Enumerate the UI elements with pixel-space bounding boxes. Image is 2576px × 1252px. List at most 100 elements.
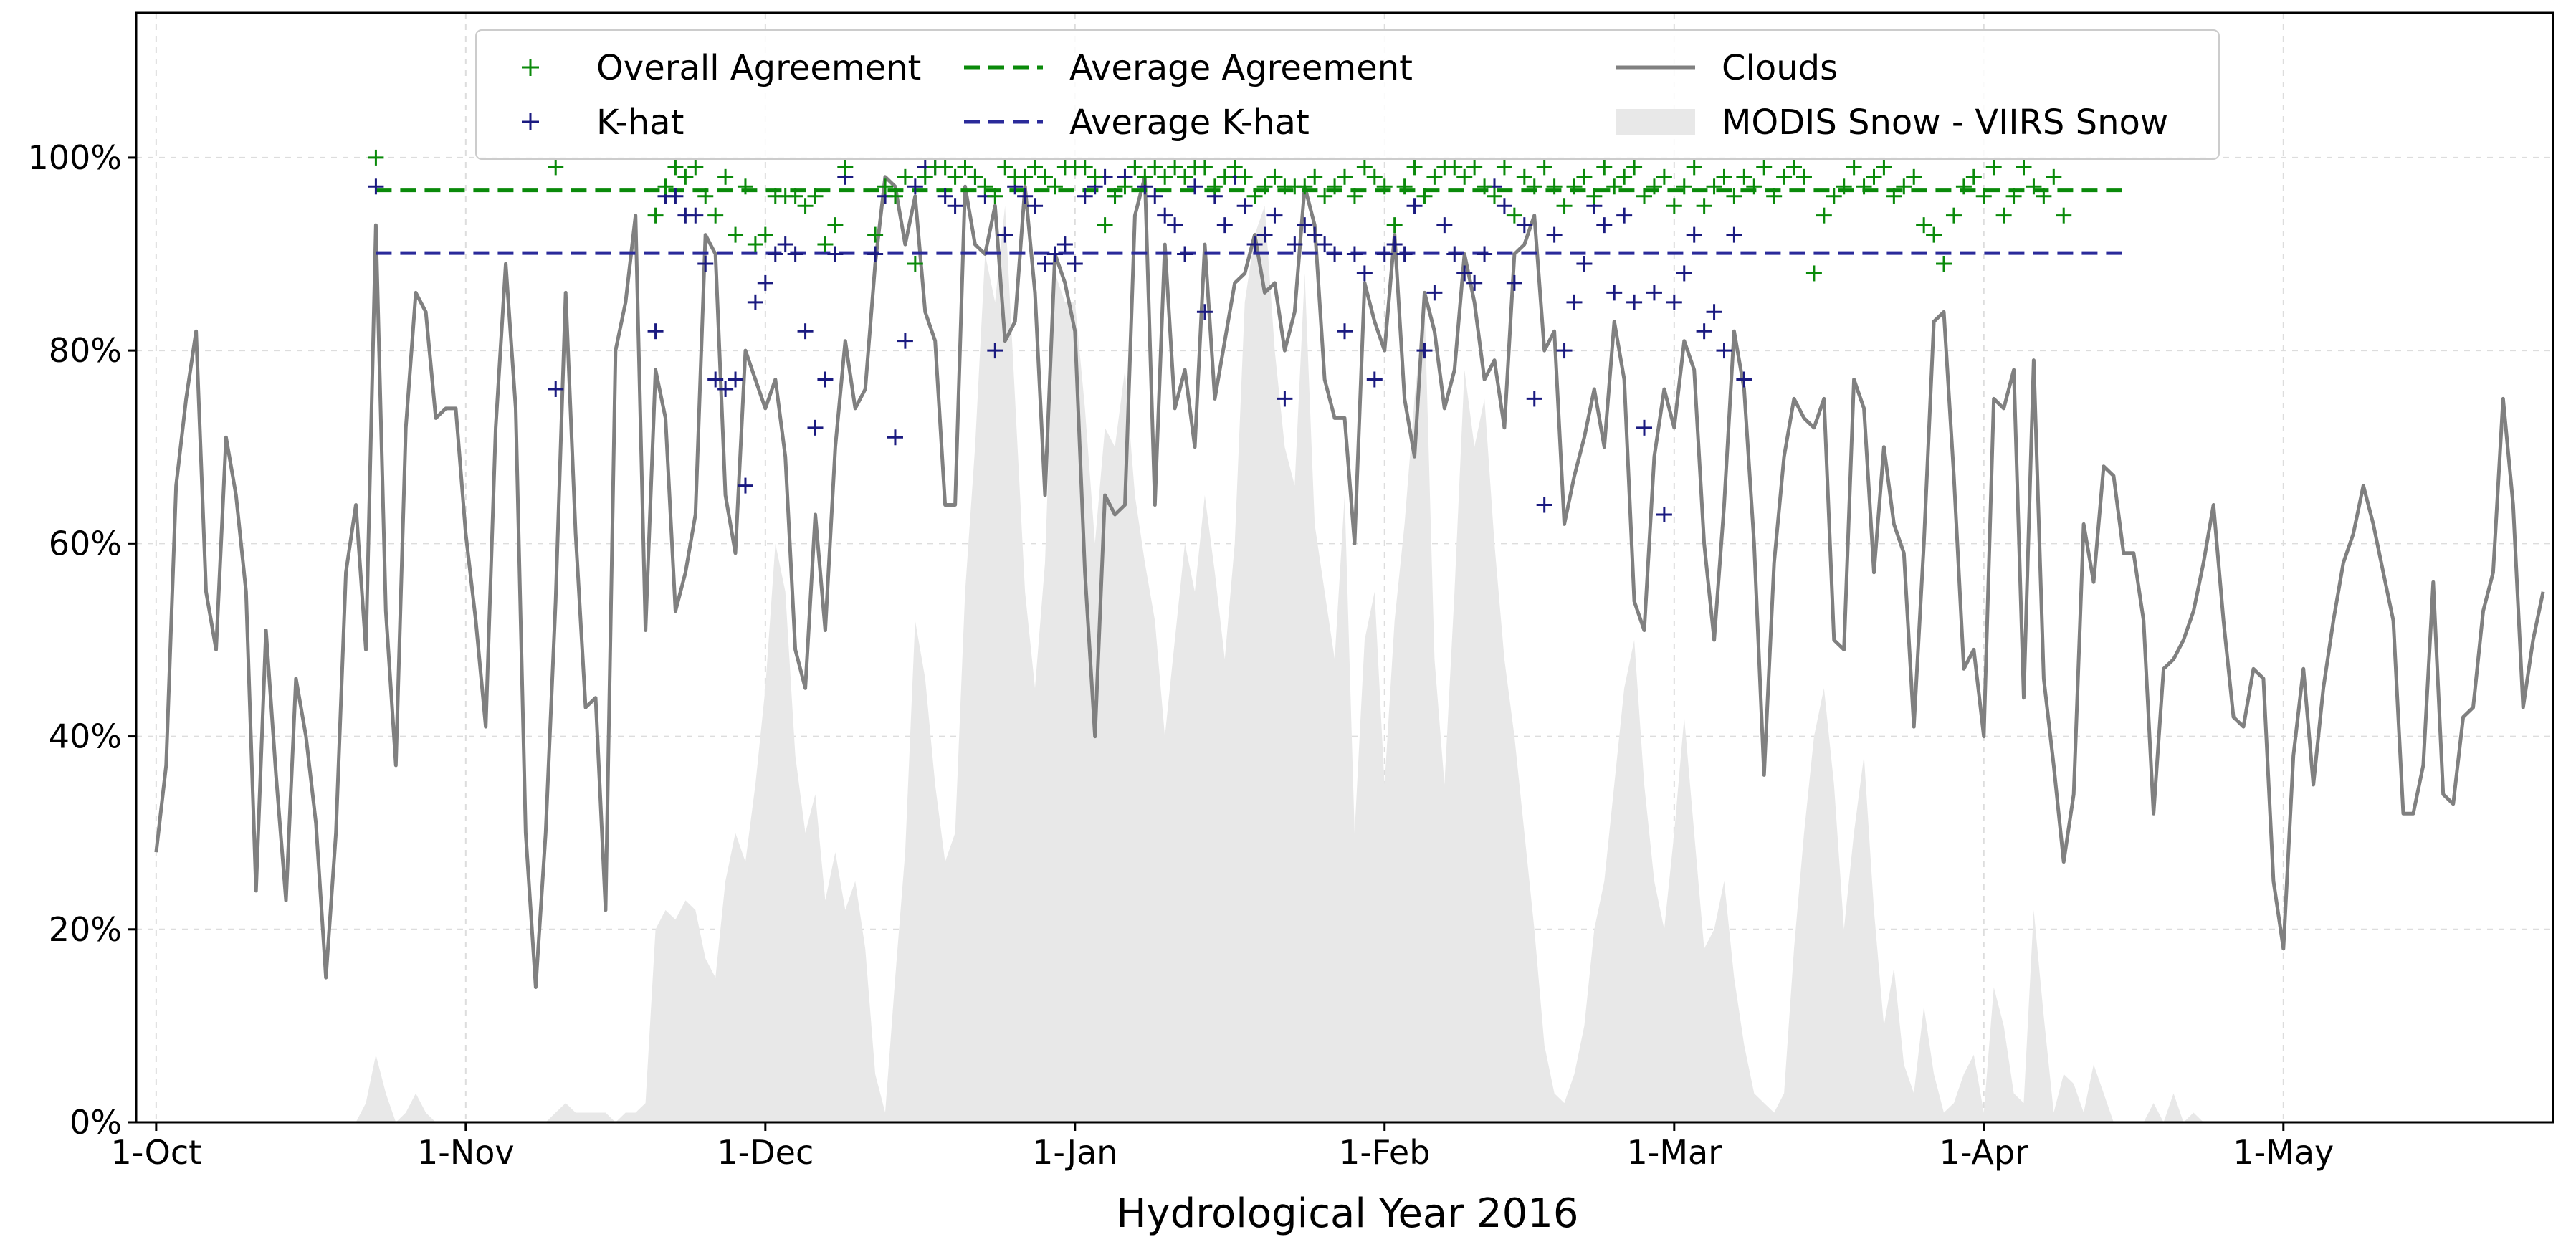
overall-agreement-marker	[897, 168, 913, 185]
overall-agreement-marker	[1027, 159, 1044, 176]
k-hat-marker	[667, 188, 684, 204]
overall-agreement-marker	[1546, 178, 1563, 195]
overall-agreement-marker	[1327, 178, 1343, 195]
k-hat-marker	[787, 246, 803, 262]
overall-agreement-marker	[2046, 168, 2062, 185]
y-tick-label: 20%	[49, 910, 122, 949]
k-hat-marker	[1636, 419, 1653, 436]
overall-agreement-marker	[1766, 188, 1783, 204]
overall-agreement-marker	[1816, 207, 1832, 224]
k-hat-marker	[1356, 265, 1373, 282]
k-hat-marker	[1736, 371, 1752, 388]
k-hat-marker	[1297, 217, 1313, 234]
overall-agreement-marker	[1656, 168, 1672, 185]
k-hat-marker	[368, 178, 384, 195]
overall-agreement-marker	[1017, 168, 1034, 185]
k-hat-marker	[897, 333, 913, 349]
overall-agreement-marker	[1916, 217, 1932, 234]
legend-label: Overall Agreement	[596, 48, 921, 88]
y-tick-label: 100%	[27, 138, 122, 177]
overall-agreement-marker	[737, 178, 753, 195]
overall-agreement-marker	[757, 226, 773, 243]
overall-agreement-marker	[2016, 159, 2032, 176]
legend-swatch	[1616, 109, 1695, 135]
overall-agreement-marker	[1107, 188, 1123, 204]
k-hat-marker	[1307, 226, 1323, 243]
overall-agreement-marker	[1876, 159, 1892, 176]
legend: Overall Agreement K-hat Average Agreement A…	[475, 29, 2220, 160]
k-hat-marker	[1177, 246, 1193, 262]
x-tick-label: 1-Nov	[417, 1133, 515, 1172]
overall-agreement-marker	[1805, 265, 1822, 282]
overall-agreement-marker	[1516, 168, 1532, 185]
k-hat-marker	[1386, 236, 1403, 253]
k-hat-marker	[1406, 198, 1423, 214]
x-tick-label: 1-Feb	[1339, 1133, 1430, 1172]
overall-agreement-marker	[1576, 168, 1593, 185]
legend-marker	[522, 59, 539, 76]
k-hat-marker	[1277, 391, 1293, 407]
overall-agreement-marker	[1906, 168, 1922, 185]
k-hat-marker	[1236, 198, 1253, 214]
x-tick-label: 1-Dec	[717, 1133, 814, 1172]
overall-agreement-marker	[1736, 168, 1752, 185]
overall-agreement-marker	[1706, 178, 1722, 195]
overall-agreement-marker	[657, 178, 674, 195]
overall-agreement-marker	[1596, 159, 1613, 176]
k-hat-marker	[1506, 274, 1522, 291]
overall-agreement-marker	[1716, 168, 1732, 185]
overall-agreement-marker	[1795, 168, 1812, 185]
overall-agreement-marker	[1077, 159, 1093, 176]
k-hat-marker	[1186, 178, 1203, 195]
overall-agreement-marker	[1266, 168, 1283, 185]
overall-agreement-marker	[1426, 168, 1443, 185]
k-hat-marker	[1726, 226, 1742, 243]
overall-agreement-marker	[1566, 178, 1583, 195]
k-hat-marker	[1027, 198, 1044, 214]
overall-agreement-marker	[797, 198, 814, 214]
k-hat-marker	[1446, 246, 1463, 262]
k-hat-marker	[1077, 188, 1093, 204]
k-hat-marker	[1157, 207, 1173, 224]
overall-agreement-marker	[1346, 188, 1363, 204]
k-hat-marker	[1266, 207, 1283, 224]
overall-agreement-marker	[887, 188, 903, 204]
k-hat-marker	[1167, 217, 1183, 234]
plot-frame	[135, 11, 2554, 1124]
k-hat-marker	[707, 371, 724, 388]
k-hat-marker	[1646, 285, 1662, 301]
overall-agreement-marker	[1297, 178, 1313, 195]
overall-agreement-marker	[817, 236, 834, 253]
k-hat-marker	[1327, 246, 1343, 262]
k-hat-marker	[1416, 343, 1433, 359]
overall-agreement-marker	[1307, 168, 1323, 185]
overall-agreement-marker	[1756, 159, 1773, 176]
k-hat-marker	[1576, 255, 1593, 272]
legend-item-average-k-hat: Average K-hat	[964, 102, 1310, 143]
overall-agreement-marker	[677, 168, 694, 185]
overall-agreement-marker	[1376, 178, 1393, 195]
k-hat-marker	[1346, 246, 1363, 262]
overall-agreement-marker	[1406, 159, 1423, 176]
overall-agreement-marker	[1746, 178, 1762, 195]
k-hat-marker	[887, 429, 903, 446]
y-tick-label: 60%	[49, 524, 122, 563]
overall-agreement-marker	[1985, 159, 2002, 176]
k-hat-marker	[767, 246, 783, 262]
overall-agreement-marker	[1975, 188, 1992, 204]
k-hat-marker	[867, 246, 884, 262]
overall-agreement-marker	[987, 188, 1003, 204]
x-tick-label: 1-Mar	[1626, 1133, 1722, 1172]
overall-agreement-marker	[1786, 159, 1803, 176]
overall-agreement-marker	[1157, 168, 1173, 185]
k-hat-marker	[687, 207, 704, 224]
k-hat-marker	[728, 371, 744, 388]
overall-agreement-marker	[2005, 188, 2022, 204]
k-hat-marker	[1067, 255, 1083, 272]
overall-agreement-marker	[1087, 168, 1103, 185]
overall-agreement-marker	[1526, 178, 1542, 195]
overall-agreement-marker	[667, 159, 684, 176]
overall-agreement-marker	[1487, 188, 1503, 204]
k-hat-marker	[1436, 217, 1453, 234]
overall-agreement-marker	[1236, 168, 1253, 185]
